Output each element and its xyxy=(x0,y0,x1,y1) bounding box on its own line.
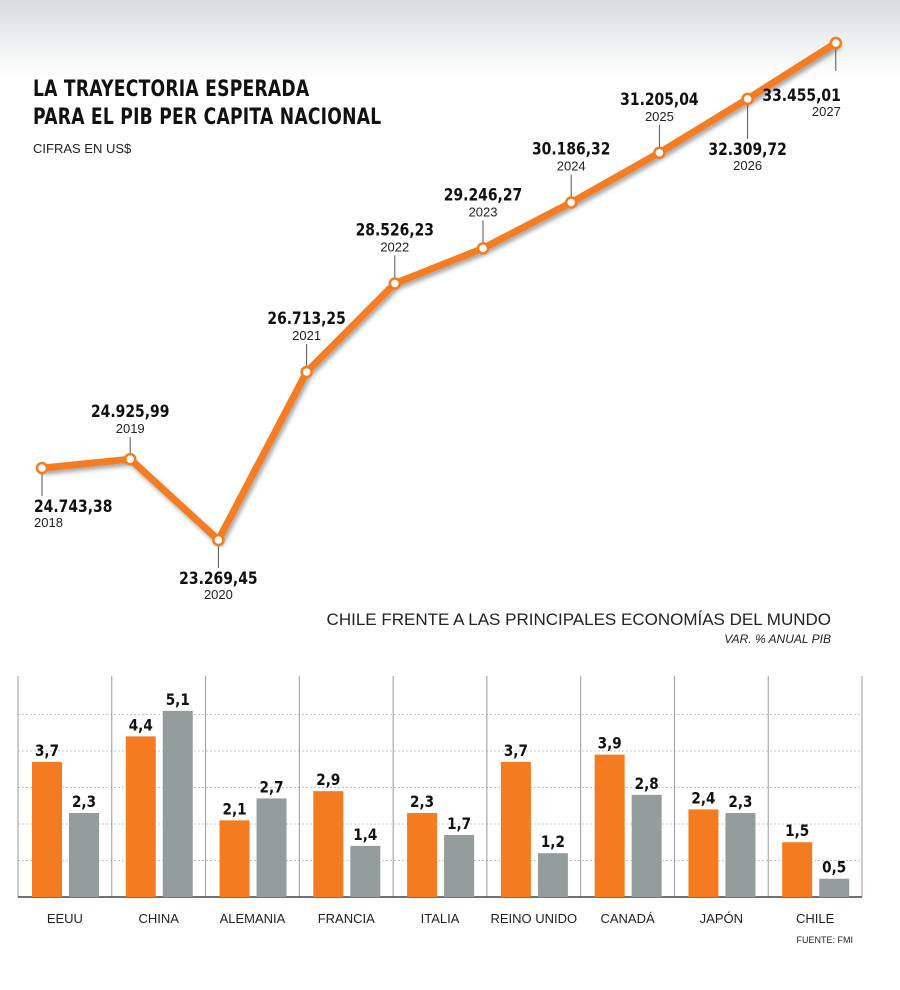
data-point xyxy=(212,533,225,547)
bar-value-label: 3,9 xyxy=(598,735,622,753)
bar xyxy=(444,834,475,897)
chart-title: LA TRAYECTORIA ESPERADA PARA EL PIB PER … xyxy=(33,76,381,132)
year-label: 2027 xyxy=(812,104,841,119)
data-point xyxy=(300,365,313,379)
bar-value-label: 1,7 xyxy=(447,815,471,833)
data-value-label: 31.205,04 xyxy=(620,89,699,109)
data-point xyxy=(35,461,49,475)
year-label: 2021 xyxy=(292,328,321,343)
bar xyxy=(819,878,850,897)
bar-value-label: 2,3 xyxy=(72,793,96,811)
category-label: REINO UNIDO xyxy=(490,911,577,926)
data-point xyxy=(564,196,578,209)
year-label: 2022 xyxy=(380,239,409,254)
bar xyxy=(350,845,381,897)
chart-subtitle: CIFRAS EN US$ xyxy=(33,141,132,156)
chart-title-line-1: LA TRAYECTORIA ESPERADA xyxy=(33,77,310,102)
bar xyxy=(631,794,662,897)
bar-value-label: 4,4 xyxy=(129,716,153,734)
data-point xyxy=(741,92,754,106)
bar xyxy=(32,761,62,897)
bar xyxy=(407,813,438,897)
header-band xyxy=(0,0,900,80)
bar xyxy=(69,813,99,897)
bar-value-label: 2,8 xyxy=(635,775,659,793)
bar xyxy=(313,791,344,897)
year-label: 2024 xyxy=(557,158,586,173)
bar xyxy=(125,736,156,897)
gdp-growth-bar-chart: 3,7 2,3 EEUU 4,4 5,1 CHINA 2,1 2,7 ALEMANIA 2,9 1,… xyxy=(17,676,863,926)
data-value-label: 33.455,01 xyxy=(762,86,840,106)
bar-value-label: 2,3 xyxy=(728,793,752,811)
bar-value-label: 2,3 xyxy=(410,793,434,811)
gdp-line xyxy=(38,39,840,544)
category-label: CHILE xyxy=(796,911,835,926)
data-value-label: 29.246,27 xyxy=(444,185,522,205)
data-value-label: 32.309,72 xyxy=(708,140,786,160)
bar xyxy=(725,813,756,897)
bar xyxy=(500,761,531,897)
data-point xyxy=(653,146,666,160)
bar-value-label: 1,5 xyxy=(785,822,809,840)
bar-value-label: 2,4 xyxy=(691,789,715,807)
bar-value-label: 0,5 xyxy=(822,859,846,877)
data-value-label: 24.743,38 xyxy=(34,497,112,517)
year-label: 2018 xyxy=(34,515,63,530)
bar-chart-title: CHILE FRENTE A LAS PRINCIPALES ECONOMÍAS… xyxy=(327,610,831,629)
bar xyxy=(162,710,193,897)
data-value-label: 28.526,23 xyxy=(356,220,434,240)
bar-value-label: 3,7 xyxy=(35,742,59,760)
chart-title-line-2: PARA EL PIB PER CAPITA NACIONAL xyxy=(33,105,382,130)
bar-value-label: 3,7 xyxy=(504,742,528,760)
bar xyxy=(219,820,250,897)
year-label: 2019 xyxy=(116,421,145,436)
bar-value-label: 1,4 xyxy=(353,826,377,844)
category-label: JAPÓN xyxy=(700,911,743,926)
data-point xyxy=(123,452,137,466)
category-label: ALEMANIA xyxy=(220,911,286,926)
year-label: 2020 xyxy=(204,587,233,602)
data-value-label: 30.186,32 xyxy=(532,139,610,159)
data-value-label: 23.269,45 xyxy=(179,569,257,589)
data-point xyxy=(829,36,843,50)
bar xyxy=(782,842,813,897)
bar-value-label: 2,1 xyxy=(223,800,247,818)
bar-value-label: 1,2 xyxy=(541,833,565,851)
data-point xyxy=(388,277,402,290)
category-label: CHINA xyxy=(138,911,179,926)
bar xyxy=(594,754,625,897)
source-note: FUENTE: FMI xyxy=(797,935,854,945)
bar-chart-subtitle: VAR. % ANUAL PIB xyxy=(724,632,831,646)
year-label: 2023 xyxy=(469,204,498,219)
category-label: ITALIA xyxy=(421,911,460,926)
year-label: 2025 xyxy=(645,109,674,124)
bar-value-label: 2,7 xyxy=(260,778,284,796)
bar-value-label: 5,1 xyxy=(166,691,190,709)
year-label: 2026 xyxy=(733,158,762,173)
bar-value-label: 2,9 xyxy=(316,771,340,789)
bar xyxy=(256,798,287,897)
data-point xyxy=(476,242,490,255)
category-label: CANADÁ xyxy=(600,911,655,926)
category-label: EEUU xyxy=(47,911,83,926)
data-value-label: 26.713,25 xyxy=(267,309,345,329)
bar xyxy=(537,853,568,897)
bar xyxy=(688,809,719,897)
category-label: FRANCIA xyxy=(318,911,375,926)
data-value-label: 24.925,99 xyxy=(91,402,169,422)
